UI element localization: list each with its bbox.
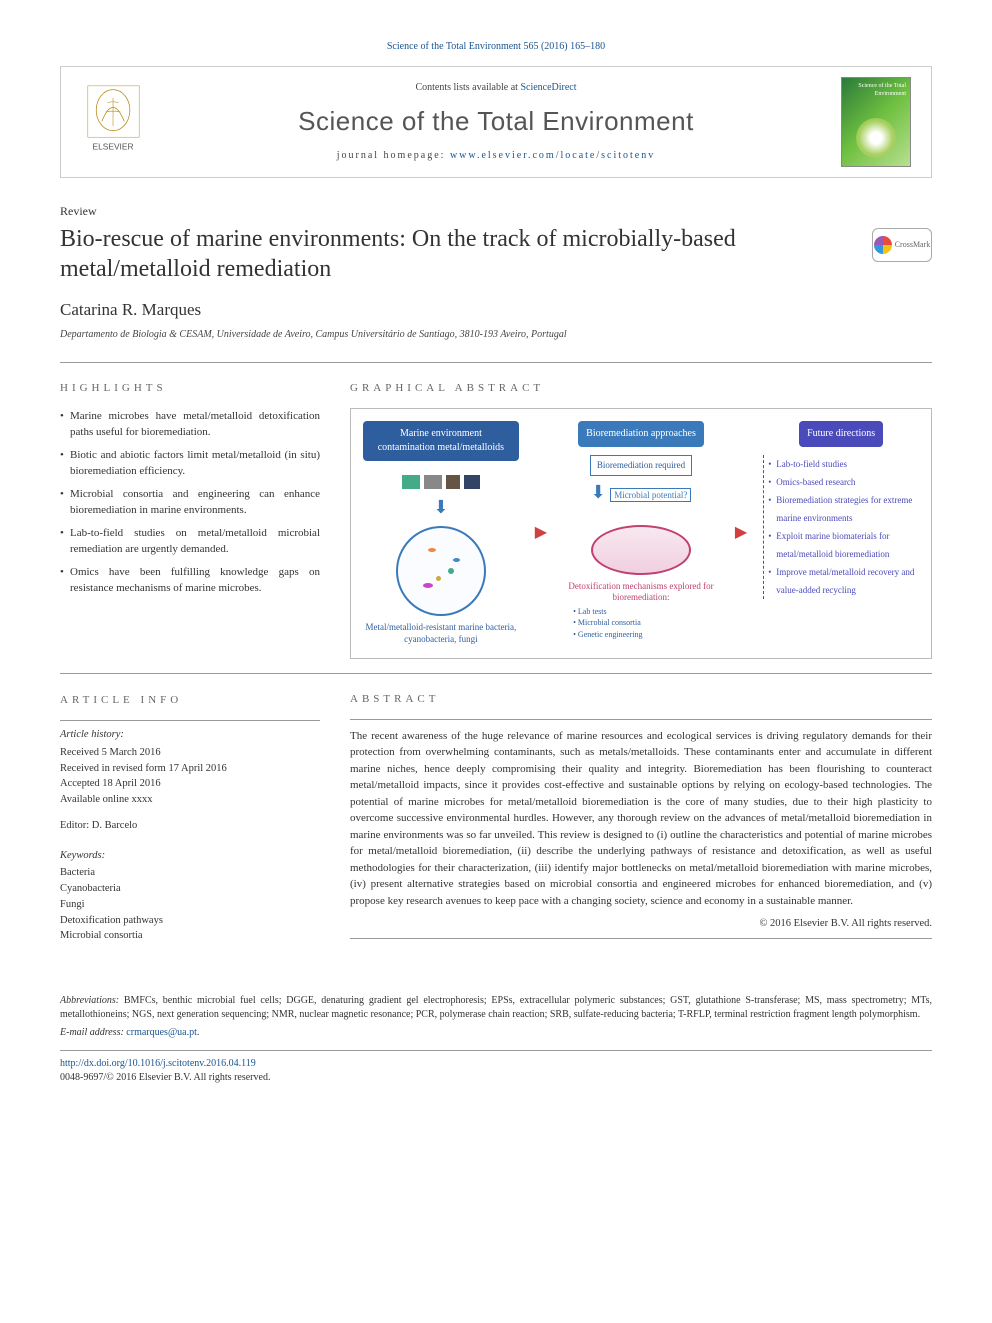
ga-caption-left: Metal/metalloid-resistant marine bacteri… bbox=[363, 622, 519, 645]
article-type: Review bbox=[60, 203, 932, 220]
ga-future-item: Bioremediation strategies for extreme ma… bbox=[768, 491, 919, 527]
highlight-item: Marine microbes have metal/metalloid det… bbox=[60, 408, 320, 441]
author-name: Catarina R. Marques bbox=[60, 298, 932, 322]
ga-mid-bullet: • Genetic engineering bbox=[573, 629, 719, 640]
highlight-item: Omics have been fulfilling knowledge gap… bbox=[60, 564, 320, 597]
sciencedirect-link[interactable]: ScienceDirect bbox=[520, 82, 576, 93]
ga-mid-bullet: • Lab tests bbox=[573, 606, 719, 617]
ga-future-item: Lab-to-field studies bbox=[768, 455, 919, 473]
keyword: Bacteria bbox=[60, 865, 320, 881]
keyword: Fungi bbox=[60, 897, 320, 913]
date-online: Available online xxxx bbox=[60, 792, 320, 808]
keyword: Cyanobacteria bbox=[60, 881, 320, 897]
journal-name: Science of the Total Environment bbox=[151, 103, 841, 139]
corresponding-email: E-mail address: crmarques@ua.pt. bbox=[60, 1026, 932, 1040]
arrow-right-icon: ▶ bbox=[735, 522, 747, 544]
abstract-text: The recent awareness of the huge relevan… bbox=[350, 728, 932, 910]
footer-divider bbox=[60, 1050, 932, 1051]
abstract-heading: ABSTRACT bbox=[350, 692, 932, 707]
arrow-right-icon: ▶ bbox=[535, 522, 547, 544]
journal-header: ELSEVIER Contents lists available at Sci… bbox=[60, 66, 932, 178]
ga-future-item: Exploit marine biomaterials for metal/me… bbox=[768, 527, 919, 563]
journal-homepage: journal homepage: www.elsevier.com/locat… bbox=[151, 149, 841, 163]
ga-caption-mid: Detoxification mechanisms explored for b… bbox=[563, 581, 719, 604]
keyword: Detoxification pathways bbox=[60, 913, 320, 929]
highlight-item: Microbial consortia and engineering can … bbox=[60, 486, 320, 519]
highlight-item: Biotic and abiotic factors limit metal/m… bbox=[60, 447, 320, 480]
ga-future-item: Omics-based research bbox=[768, 473, 919, 491]
ga-mid-bullet: • Microbial consortia bbox=[573, 617, 719, 628]
copyright: © 2016 Elsevier B.V. All rights reserved… bbox=[350, 917, 932, 932]
crossmark-badge[interactable]: CrossMark bbox=[872, 228, 932, 262]
email-link[interactable]: crmarques@ua.pt bbox=[126, 1027, 197, 1038]
keyword: Microbial consortia bbox=[60, 928, 320, 944]
graphical-abstract-heading: GRAPHICAL ABSTRACT bbox=[350, 381, 932, 396]
article-history-title: Article history: bbox=[60, 727, 320, 743]
contents-available: Contents lists available at ScienceDirec… bbox=[151, 81, 841, 95]
editor: Editor: D. Barcelo bbox=[60, 818, 320, 834]
highlights-heading: HIGHLIGHTS bbox=[60, 381, 320, 396]
article-title: Bio-rescue of marine environments: On th… bbox=[60, 224, 852, 284]
highlights-list: Marine microbes have metal/metalloid det… bbox=[60, 408, 320, 597]
author-affiliation: Departamento de Biologia & CESAM, Univer… bbox=[60, 328, 932, 342]
ga-box1-header: Marine environment contamination metal/m… bbox=[363, 421, 519, 461]
date-revised: Received in revised form 17 April 2016 bbox=[60, 761, 320, 777]
date-accepted: Accepted 18 April 2016 bbox=[60, 776, 320, 792]
graphical-abstract-figure: Marine environment contamination metal/m… bbox=[350, 408, 932, 659]
ga-box2-header: Bioremediation approaches bbox=[578, 421, 704, 447]
keywords-title: Keywords: bbox=[60, 848, 320, 864]
citation-link[interactable]: Science of the Total Environment 565 (20… bbox=[387, 41, 605, 52]
journal-cover-thumbnail: Science of the Total Environment bbox=[841, 77, 911, 167]
date-received: Received 5 March 2016 bbox=[60, 745, 320, 761]
ga-box3-header: Future directions bbox=[799, 421, 883, 447]
article-info-heading: ARTICLE INFO bbox=[60, 692, 320, 709]
divider bbox=[60, 673, 932, 674]
svg-text:ELSEVIER: ELSEVIER bbox=[93, 142, 134, 152]
crossmark-icon bbox=[874, 236, 892, 254]
abbreviations: Abbreviations: BMFCs, benthic microbial … bbox=[60, 994, 932, 1022]
top-citation: Science of the Total Environment 565 (20… bbox=[60, 40, 932, 54]
issn-copyright: 0048-9697/© 2016 Elsevier B.V. All right… bbox=[60, 1071, 932, 1085]
ga-bioremediation-required: Bioremediation required bbox=[590, 455, 692, 476]
homepage-link[interactable]: www.elsevier.com/locate/scitotenv bbox=[450, 150, 655, 161]
ga-future-item: Improve metal/metalloid recovery and val… bbox=[768, 563, 919, 599]
highlight-item: Lab-to-field studies on metal/metalloid … bbox=[60, 525, 320, 558]
ga-future-list: Lab-to-field studies Omics-based researc… bbox=[763, 455, 919, 599]
divider bbox=[60, 362, 932, 363]
doi-link[interactable]: http://dx.doi.org/10.1016/j.scitotenv.20… bbox=[60, 1057, 932, 1071]
elsevier-logo: ELSEVIER bbox=[81, 84, 151, 159]
